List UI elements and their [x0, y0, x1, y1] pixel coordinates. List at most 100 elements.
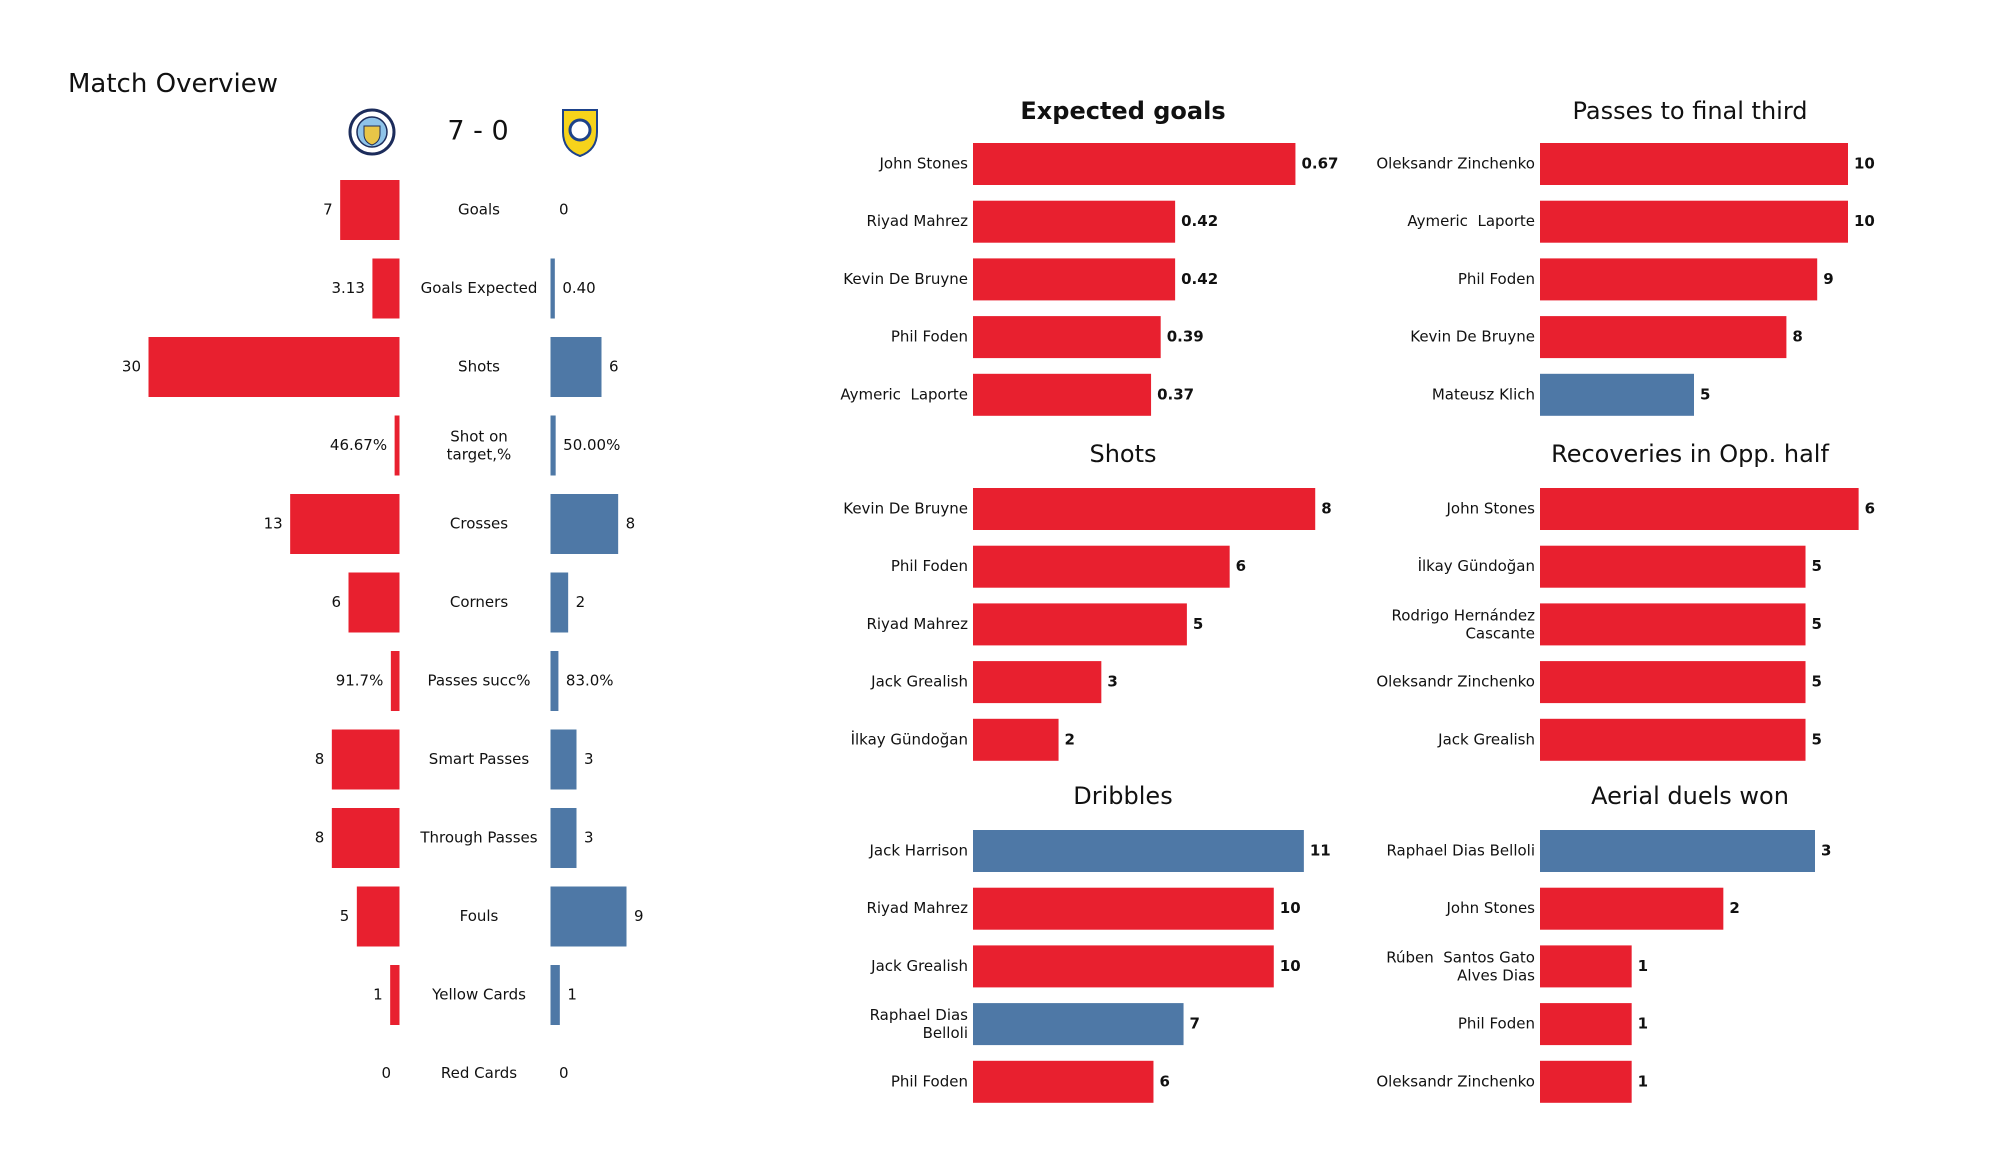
- value-label: 2: [1065, 730, 1075, 748]
- value-label: 10: [1280, 957, 1301, 975]
- value-label: 3.13: [332, 279, 365, 297]
- bar: [1540, 545, 1806, 588]
- value-label: 3: [1821, 842, 1831, 860]
- value-label: 0: [381, 1064, 391, 1082]
- value-label: 5: [1812, 557, 1822, 575]
- value-label: 0.42: [1181, 270, 1218, 288]
- bar: [550, 808, 577, 868]
- value-label: 11: [1310, 842, 1331, 860]
- player-label: Rodrigo Hernández Cascante: [1392, 606, 1536, 642]
- bar: [550, 494, 619, 554]
- stat-label: Passes succ%: [427, 672, 530, 690]
- bar: [973, 200, 1176, 243]
- chart-title: Aerial duels won: [1591, 782, 1789, 810]
- value-label: 10: [1280, 899, 1301, 917]
- player-label: Jack Grealish: [1437, 730, 1535, 748]
- bar: [973, 545, 1230, 588]
- bar: [550, 729, 577, 790]
- bar: [1540, 603, 1806, 646]
- stat-label: Crosses: [450, 515, 508, 533]
- bar: [550, 572, 569, 633]
- player-label: Phil Foden: [891, 328, 968, 346]
- value-label: 7: [323, 201, 333, 219]
- value-label: 50.00%: [563, 436, 620, 454]
- player-label: Oleksandr Zinchenko: [1376, 673, 1535, 691]
- text-line: Raphael Dias: [870, 1006, 969, 1024]
- chart-title: Passes to final third: [1572, 97, 1807, 125]
- value-label: 8: [1792, 328, 1802, 346]
- value-label: 10: [1854, 155, 1875, 173]
- value-label: 5: [1812, 673, 1822, 691]
- player-label: Aymeric Laporte: [1407, 212, 1535, 230]
- bar: [550, 337, 602, 397]
- value-label: 5: [1812, 730, 1822, 748]
- value-label: 7: [1190, 1015, 1200, 1033]
- value-label: 0.40: [562, 279, 595, 297]
- stat-label: Red Cards: [441, 1064, 517, 1082]
- bar: [550, 258, 555, 319]
- player-label: Phil Foden: [1458, 270, 1535, 288]
- value-label: 8: [315, 750, 325, 768]
- bar: [390, 965, 400, 1025]
- text-line: Alves Dias: [1457, 966, 1535, 984]
- stat-label: Yellow Cards: [431, 986, 526, 1004]
- text-line: Shot on: [450, 427, 508, 445]
- value-label: 6: [331, 593, 341, 611]
- bar: [1540, 945, 1632, 988]
- chart-title: Recoveries in Opp. half: [1551, 440, 1829, 468]
- player-label: John Stones: [1445, 899, 1535, 917]
- player-label: İlkay Gündoğan: [851, 729, 968, 748]
- value-label: 1: [373, 986, 383, 1004]
- bar: [340, 180, 400, 240]
- stat-label: Goals Expected: [421, 279, 538, 297]
- bar: [331, 808, 400, 868]
- bar: [1540, 718, 1806, 761]
- bar: [290, 494, 400, 554]
- bar: [372, 258, 400, 319]
- value-label: 8: [315, 829, 325, 847]
- value-label: 91.7%: [336, 672, 384, 690]
- value-label: 3: [584, 750, 594, 768]
- player-label: Jack Grealish: [870, 673, 968, 691]
- value-label: 83.0%: [566, 672, 614, 690]
- value-label: 6: [609, 358, 619, 376]
- chart-title: Expected goals: [1020, 97, 1225, 125]
- value-label: 10: [1854, 212, 1875, 230]
- bar: [973, 718, 1059, 761]
- value-label: 1: [567, 986, 577, 1004]
- bar: [331, 729, 400, 790]
- value-label: 6: [1236, 557, 1246, 575]
- player-label: Raphael Dias Belloli: [870, 1006, 969, 1042]
- value-label: 13: [264, 515, 283, 533]
- player-label: Jack Grealish: [870, 957, 968, 975]
- bar: [1540, 316, 1787, 359]
- stat-label: Through Passes: [419, 829, 537, 847]
- player-label: John Stones: [878, 155, 968, 173]
- bar: [1540, 373, 1694, 416]
- bar: [550, 415, 556, 476]
- value-label: 1: [1638, 957, 1648, 975]
- value-label: 0.37: [1157, 385, 1194, 403]
- player-label: Kevin De Bruyne: [1410, 328, 1535, 346]
- value-label: 1: [1638, 1015, 1648, 1033]
- value-label: 30: [122, 358, 141, 376]
- player-label: Kevin De Bruyne: [843, 500, 968, 518]
- value-label: 5: [340, 907, 350, 925]
- bar: [973, 1060, 1154, 1103]
- bar: [973, 316, 1161, 359]
- player-label: Jack Harrison: [868, 842, 968, 860]
- value-label: 2: [576, 593, 586, 611]
- bar: [394, 415, 400, 476]
- bar: [1540, 143, 1848, 185]
- bar: [390, 651, 400, 711]
- player-label: Raphael Dias Belloli: [1386, 842, 1535, 860]
- bar: [1540, 887, 1724, 930]
- bar: [550, 965, 560, 1025]
- bar: [1540, 488, 1859, 530]
- stat-label: Goals: [458, 201, 500, 219]
- value-label: 6: [1865, 500, 1875, 518]
- bar: [1540, 200, 1848, 243]
- player-label: Oleksandr Zinchenko: [1376, 155, 1535, 173]
- away-crest: [562, 109, 598, 158]
